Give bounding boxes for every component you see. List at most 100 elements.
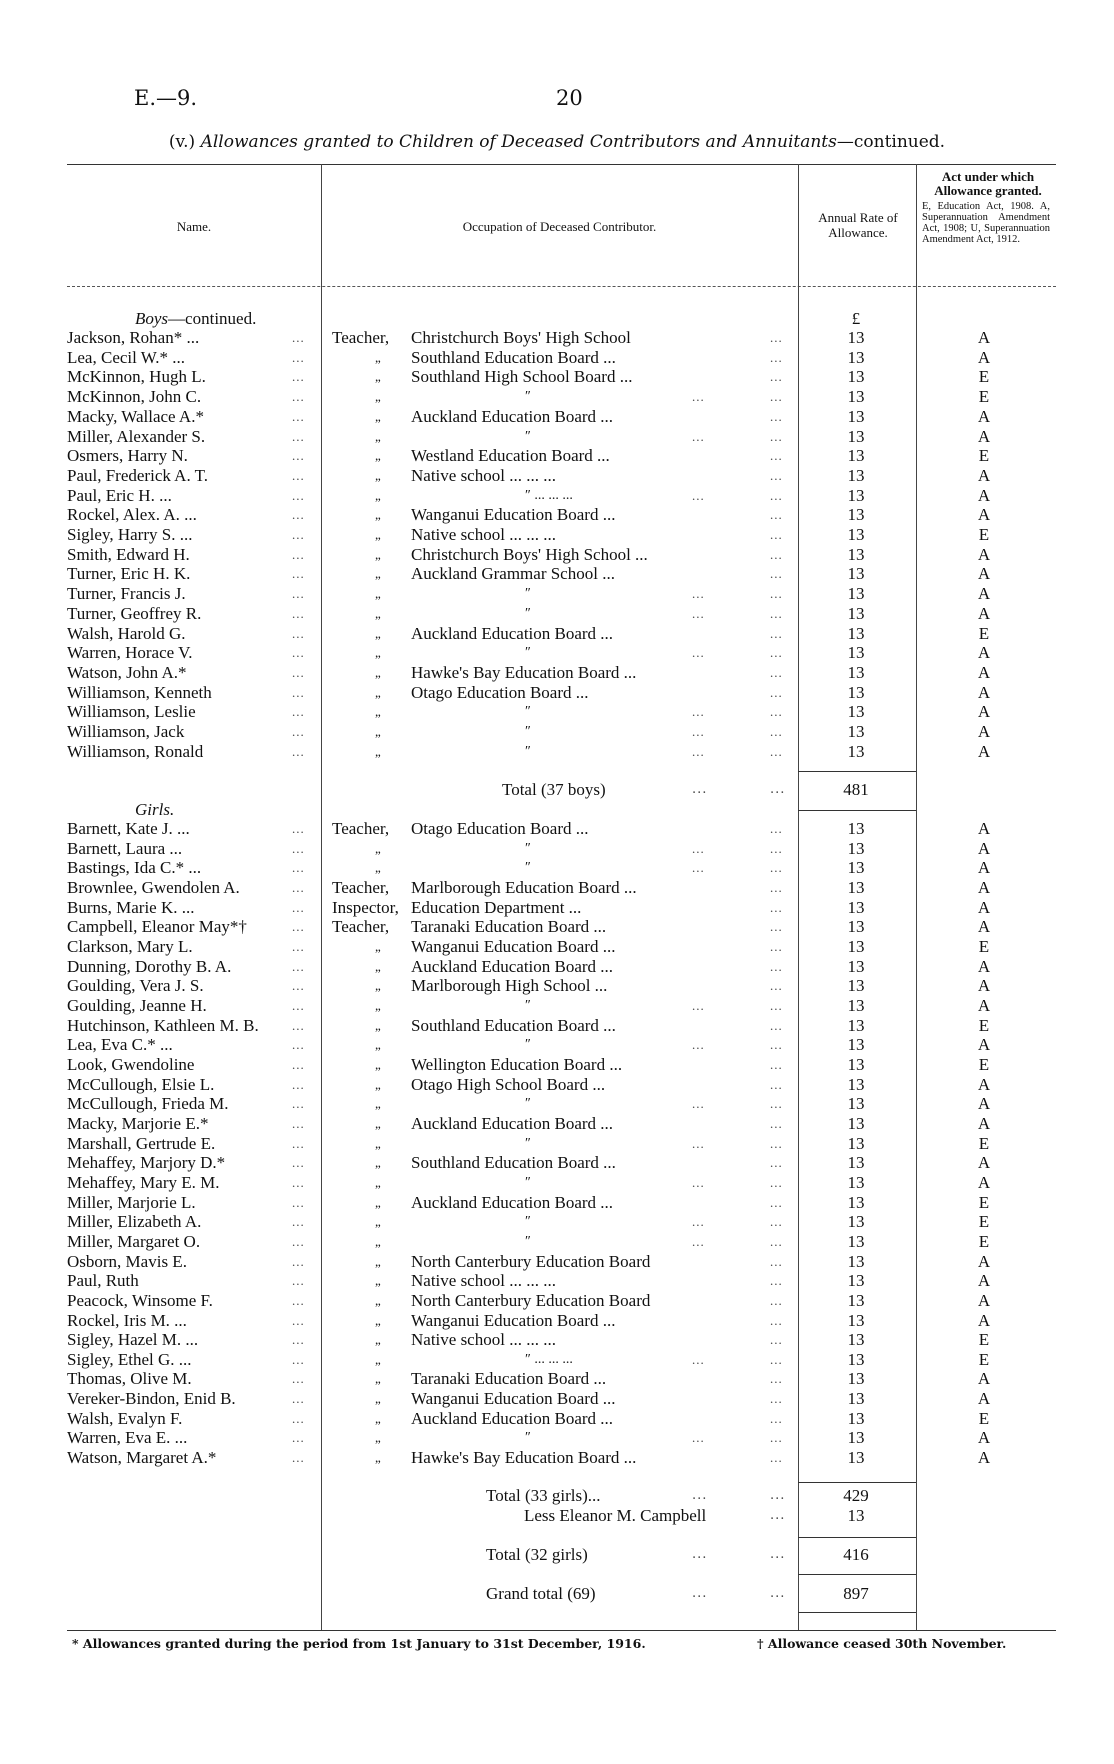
occupation-employer: Southland High School Board ... (411, 367, 633, 387)
leader-dots (292, 1094, 305, 1114)
annual-rate: 13 (847, 722, 865, 741)
act-code: A (977, 858, 991, 878)
occupation-title: „ (375, 1056, 381, 1072)
occupation-employer: ″ (525, 724, 531, 739)
col-divider-occupation (798, 164, 799, 1630)
annual-rate: 13 (847, 1369, 865, 1389)
leader-dots (770, 1369, 783, 1389)
occupation-title: „ (375, 724, 381, 739)
leader-dots (770, 446, 783, 466)
contributor-child-name: Mehaffey, Mary E. M. (67, 1172, 220, 1192)
leader-dots (770, 1291, 783, 1311)
table-row: Walsh, Harold G. „ Auckland Education Boar… (0, 624, 1114, 644)
leader-dots (292, 348, 305, 368)
table-row: Paul, Ruth „ Native school ... ... ... 13 A (0, 1271, 1114, 1291)
occupation-employer: Native school ... ... ... (411, 1271, 556, 1291)
leader-dots (770, 525, 783, 545)
leader-dots (770, 858, 783, 878)
girls-heading: Girls. (135, 800, 175, 819)
contributor-child-name: Walsh, Evalyn F. (67, 1408, 183, 1428)
occupation-title: „ (375, 546, 381, 562)
header-act-text: E, Education Act, 1908. A, Superannuatio… (922, 201, 1050, 245)
occupation-title: „ (375, 1371, 381, 1387)
act-code: E (978, 1408, 990, 1428)
act-code: A (977, 956, 991, 976)
leader-dots (770, 505, 783, 525)
contributor-child-name: Turner, Geoffrey R. (67, 603, 202, 623)
col-divider-rate (916, 164, 917, 1630)
leader-dots (692, 1094, 705, 1114)
boys-total-rule-top (798, 771, 916, 772)
leader-dots (770, 407, 783, 427)
act-code: A (977, 1113, 991, 1133)
currency-symbol: £ (851, 309, 861, 328)
table-row: McCullough, Elsie L. „ Otago High School B… (0, 1075, 1114, 1095)
contributor-child-name: Osmers, Harry N. (67, 446, 188, 466)
contributor-child-name: Turner, Eric H. K. (67, 564, 191, 584)
act-code: E (978, 936, 990, 956)
occupation-title: „ (375, 1037, 381, 1053)
occupation-employer: Auckland Education Board ... (411, 1192, 614, 1212)
girls-total-value: 416 (843, 1545, 869, 1564)
occupation-title: „ (375, 1017, 381, 1033)
act-code: A (977, 505, 991, 525)
contributor-child-name: Rockel, Alex. A. ... (67, 505, 197, 525)
contributor-child-name: Barnett, Kate J. ... (67, 819, 190, 838)
girls-total-label: Total (32 girls) (486, 1545, 588, 1564)
leader-dots (770, 1114, 783, 1134)
contributor-child-name: Goulding, Jeanne H. (67, 995, 207, 1015)
leader-dots (292, 1075, 305, 1095)
contributor-child-name: Lea, Cecil W.* ... (67, 347, 186, 367)
act-code: A (977, 1428, 991, 1448)
table-row: Mehaffey, Marjory D.* „ Southland Educatio… (0, 1153, 1114, 1173)
leader-dots (292, 387, 305, 407)
act-code: E (978, 1054, 990, 1074)
grand-total-rule (798, 1612, 916, 1613)
footer-rule (67, 1630, 1056, 1631)
contributor-child-name: Williamson, Kenneth (67, 682, 212, 702)
table-row: Peacock, Winsome F. „ North Canterbury Edu… (0, 1291, 1114, 1311)
leader-dots (770, 1428, 783, 1448)
leader-dots (692, 1212, 705, 1232)
annual-rate: 13 (847, 1074, 865, 1094)
act-code: A (977, 1172, 991, 1192)
act-code: A (977, 564, 991, 584)
occupation-employer: Auckland Education Board ... (411, 623, 614, 643)
header-name: Name. (176, 219, 212, 234)
occupation-employer: ″ (525, 605, 531, 621)
contributor-child-name: Jackson, Rohan* ... (67, 328, 200, 347)
occupation-employer: Wanganui Education Board ... (411, 936, 616, 956)
leader-dots (770, 1271, 783, 1291)
occupation-title: „ (375, 1430, 381, 1446)
occupation-employer: ″ (525, 1135, 531, 1151)
contributor-child-name: Sigley, Hazel M. ... (67, 1330, 199, 1350)
table-row: Vereker-Bindon, Enid B. „ Wanganui Educati… (0, 1389, 1114, 1409)
occupation-employer: Southland Education Board ... (411, 1015, 616, 1035)
leader-dots (770, 1055, 783, 1075)
leader-dots (292, 624, 305, 644)
leader-dots (292, 1409, 305, 1429)
leader-dots (292, 663, 305, 683)
annual-rate: 13 (847, 1389, 865, 1409)
act-code: A (977, 603, 991, 623)
leader-dots (770, 683, 783, 703)
leader-dots (692, 427, 705, 447)
occupation-employer: Christchurch Boys' High School (411, 328, 631, 347)
occupation-employer: ″ (525, 645, 531, 661)
table-row: Miller, Elizabeth A. „ ″ 13 E (0, 1212, 1114, 1232)
contributor-child-name: Paul, Frederick A. T. (67, 465, 209, 485)
header-occupation: Occupation of Deceased Contributor. (462, 219, 657, 234)
contributor-child-name: Smith, Edward H. (67, 544, 190, 564)
act-code: A (977, 465, 991, 485)
leader-dots (770, 1153, 783, 1173)
act-code: A (977, 406, 991, 426)
leader-dots (292, 1389, 305, 1409)
occupation-employer: Auckland Education Board ... (411, 1113, 614, 1133)
leader-dots (292, 1173, 305, 1193)
occupation-title: „ (375, 467, 381, 483)
table-row: Turner, Francis J. „ ″ 13 A (0, 584, 1114, 604)
occupation-employer: ″ (525, 1096, 531, 1112)
leader-dots (770, 1193, 783, 1213)
annual-rate: 13 (847, 387, 865, 407)
occupation-employer: Taranaki Education Board ... (411, 917, 607, 937)
